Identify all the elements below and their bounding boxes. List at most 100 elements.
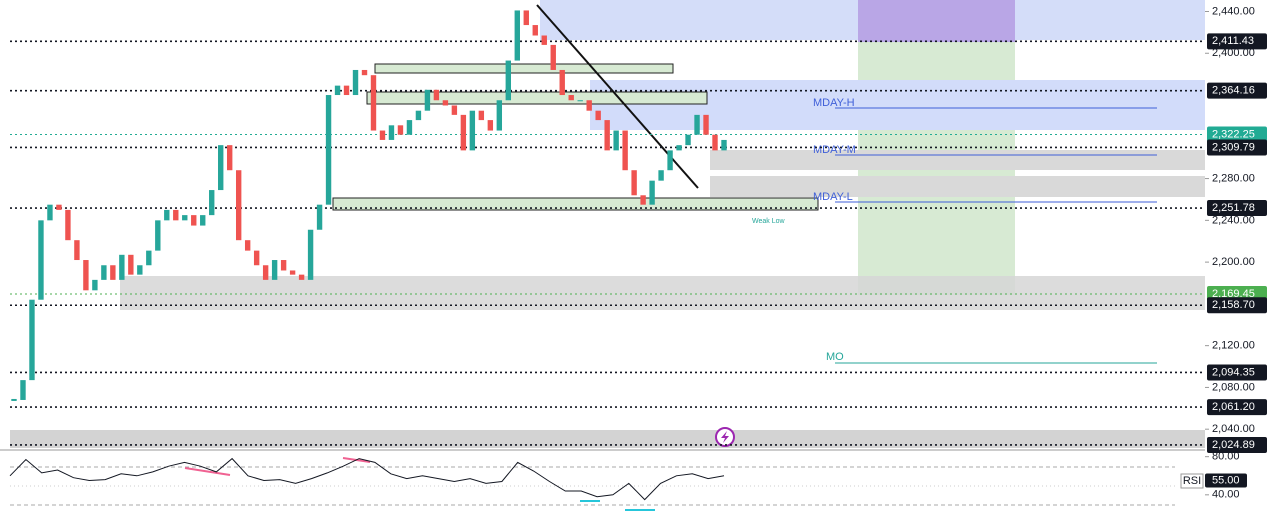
candle — [622, 130, 628, 171]
annotation: Weak Low — [752, 218, 785, 225]
candle — [191, 215, 197, 226]
candle — [586, 100, 592, 111]
candle — [424, 89, 431, 111]
level-tag — [1207, 297, 1267, 314]
candle — [137, 265, 143, 275]
icon — [721, 431, 729, 443]
level-tag — [1207, 200, 1267, 217]
candle — [667, 150, 673, 171]
annotation: MDAY-M — [813, 144, 856, 156]
candle — [280, 260, 287, 271]
candle — [253, 250, 260, 266]
candle — [38, 220, 44, 300]
candle — [334, 85, 341, 96]
candle — [460, 114, 467, 151]
annotation: MDAY-H — [813, 97, 855, 109]
candle — [83, 260, 89, 291]
candle — [343, 85, 350, 96]
candle — [146, 250, 152, 266]
y-tick-label: 2,280.00 — [1212, 172, 1255, 184]
divergence — [184, 467, 231, 476]
level-tag — [1207, 82, 1267, 99]
level-label: 2,094.35 — [1212, 366, 1255, 378]
level-tag — [1207, 436, 1267, 453]
zone — [710, 176, 1205, 197]
candle — [406, 120, 413, 135]
candle — [631, 170, 637, 196]
rsi-value-tag — [1205, 473, 1247, 488]
candle — [65, 209, 71, 241]
candle — [74, 240, 80, 261]
candle — [262, 265, 269, 280]
y-tick-label: 80.00 — [1212, 451, 1240, 463]
y-tick-label: 2,040.00 — [1212, 423, 1255, 435]
candle — [676, 145, 682, 151]
candle — [244, 240, 251, 251]
candle — [523, 10, 529, 26]
candle — [613, 130, 619, 151]
candle — [721, 139, 727, 151]
y-tick-label: 2,440.00 — [1212, 5, 1255, 17]
candle — [289, 270, 296, 275]
candle — [694, 114, 700, 135]
level-label: 2,322.25 — [1212, 128, 1255, 140]
candle — [173, 209, 179, 221]
candle — [110, 265, 116, 280]
candle — [433, 89, 440, 101]
candle — [640, 195, 646, 205]
candle — [298, 274, 305, 280]
level-label: 2,309.79 — [1212, 141, 1255, 153]
candle — [577, 100, 583, 102]
candle — [415, 110, 422, 121]
candle — [703, 114, 709, 135]
plot: 2,440.00 2,400.00 2,280.00 2,240.00 2,200.00… — [9, 5, 1267, 501]
candle — [685, 134, 691, 146]
level-label: 2,061.20 — [1212, 401, 1255, 413]
level-label: 2,364.16 — [1212, 85, 1255, 97]
level-label: 2,411.43 — [1212, 35, 1254, 47]
level-tag — [1207, 139, 1267, 156]
annotation: MDAY-L — [813, 191, 853, 203]
zone — [374, 63, 674, 74]
candle — [532, 25, 538, 36]
zone — [590, 80, 1205, 130]
candle — [164, 209, 170, 221]
rsi-value: 55.00 — [1212, 474, 1240, 486]
candle — [209, 190, 215, 216]
candle — [550, 44, 556, 70]
candle — [496, 100, 503, 131]
candle — [559, 69, 565, 96]
candle — [712, 134, 718, 151]
candle — [370, 75, 377, 131]
candle — [505, 60, 511, 101]
candle — [541, 35, 547, 45]
candle — [101, 265, 107, 280]
y-tick-label: 2,080.00 — [1212, 381, 1255, 393]
candle — [56, 204, 62, 210]
candle — [487, 120, 494, 131]
candle — [200, 215, 206, 226]
candle — [514, 10, 520, 61]
candle — [119, 254, 125, 280]
candle — [316, 204, 323, 230]
candle — [658, 170, 664, 181]
zone — [366, 91, 708, 105]
candle — [604, 120, 610, 151]
annotation: MO — [826, 351, 844, 363]
candle — [20, 380, 26, 400]
level-label: 2,251.78 — [1212, 202, 1255, 214]
level-label: 2,024.89 — [1212, 439, 1255, 451]
y-tick-label: 2,400.00 — [1212, 47, 1255, 59]
candle — [307, 229, 314, 280]
candle — [379, 130, 386, 140]
candle — [155, 220, 161, 251]
candle — [271, 260, 278, 280]
y-tick-label: 2,200.00 — [1212, 256, 1255, 268]
candle — [352, 69, 359, 96]
y-tick-label: 2,240.00 — [1212, 214, 1255, 226]
rsi-tag — [1180, 473, 1204, 489]
candle — [649, 180, 655, 205]
candle — [29, 299, 35, 381]
